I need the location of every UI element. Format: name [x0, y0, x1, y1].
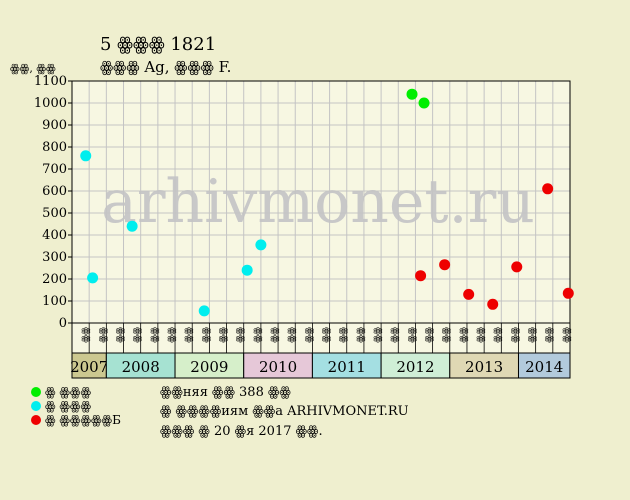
- data-point: [415, 270, 427, 282]
- year-label: 2009: [190, 358, 228, 376]
- data-point: [126, 220, 138, 232]
- y-tick-label: 600: [42, 184, 67, 199]
- x-category-label: ꙮꙮ: [201, 327, 211, 343]
- data-point: [80, 150, 92, 162]
- x-category-label: ꙮꙮ: [115, 327, 125, 343]
- x-category-label: ꙮꙮ: [184, 327, 194, 343]
- year-label: 2014: [525, 358, 563, 376]
- x-category-label: ꙮꙮ: [493, 327, 503, 343]
- x-axis-categories: ꙮꙮ ꙮꙮ ꙮꙮ ꙮꙮ ꙮꙮ ꙮꙮ ꙮꙮ ꙮꙮ ꙮꙮ ꙮꙮ ꙮꙮ ꙮꙮ ꙮꙮ ꙮꙮ ꙮꙮ ꙮꙮ ꙮꙮ ꙮꙮ ꙮꙮ ꙮꙮ…: [71, 322, 571, 354]
- x-category-label: ꙮꙮ: [81, 327, 91, 343]
- year-band: [105, 352, 176, 379]
- data-point: [255, 239, 267, 251]
- x-category-label: ꙮꙮ: [424, 327, 434, 343]
- year-label: 2012: [396, 358, 434, 376]
- x-category-strip: [71, 322, 571, 354]
- footer-line-1: ꙮꙮняя ꙮꙮ 388 ꙮꙮ: [160, 385, 291, 400]
- year-label: 2010: [259, 358, 297, 376]
- year-band: [380, 352, 451, 379]
- year-band: [174, 352, 245, 379]
- year-label: 2013: [465, 358, 503, 376]
- year-band: [243, 352, 313, 379]
- y-tick-label: 1000: [34, 96, 67, 111]
- data-point: [406, 88, 418, 100]
- x-category-label: ꙮꙮ: [390, 327, 400, 343]
- x-axis-years: 2007 2008 2009 2010 2011 2012 2013 2014: [70, 352, 571, 379]
- data-point: [487, 298, 499, 310]
- y-axis-ticks: 0 100 200 300 400 500 600 700 800 900 1000 1100: [34, 74, 72, 331]
- x-category-label: ꙮꙮ: [527, 327, 537, 343]
- x-category-label: ꙮꙮ: [338, 327, 348, 343]
- footer-line-3: ꙮꙮꙮ ꙮ 20 ꙮя 2017 ꙮꙮ.: [160, 424, 323, 439]
- x-category-label: ꙮꙮ: [544, 327, 554, 343]
- legend-label: ꙮ ꙮꙮꙮꙮꙮБ: [45, 413, 121, 427]
- x-category-label: ꙮꙮ: [407, 327, 417, 343]
- y-tick-label: 100: [42, 294, 67, 309]
- legend: ꙮ ꙮꙮꙮꙮ ꙮꙮꙮꙮ ꙮꙮꙮꙮꙮБ: [31, 385, 121, 427]
- legend-marker: [31, 415, 41, 425]
- x-category-label: ꙮꙮ: [458, 327, 468, 343]
- y-tick-label: 200: [42, 272, 67, 287]
- x-category-label: ꙮꙮ: [321, 327, 331, 343]
- legend-label: ꙮ ꙮꙮꙮ: [45, 385, 91, 399]
- x-category-label: ꙮꙮ: [166, 327, 176, 343]
- data-point: [418, 97, 430, 109]
- y-tick-label: 1100: [34, 74, 67, 89]
- footer-line-2: ꙮ ꙮꙮꙮꙮиям ꙮꙮа ARHIVMONET.RU: [160, 404, 409, 419]
- year-band: [517, 352, 571, 379]
- y-tick-label: 0: [59, 316, 67, 331]
- x-category-label: ꙮꙮ: [476, 327, 486, 343]
- x-category-label: ꙮꙮ: [355, 327, 365, 343]
- chart-subtitle: ꙮꙮꙮ Ag, ꙮꙮꙮ F.: [100, 58, 231, 76]
- legend-marker: [31, 401, 41, 411]
- data-point: [562, 287, 574, 299]
- y-axis-label: ꙮꙮ, ꙮꙮ: [10, 62, 56, 75]
- x-category-label: ꙮꙮ: [252, 327, 262, 343]
- data-point: [463, 288, 475, 300]
- year-label: 2011: [328, 358, 366, 376]
- chart-title: 5 ꙮꙮꙮ 1821: [100, 34, 216, 55]
- data-point: [511, 261, 523, 273]
- x-category-label: ꙮꙮ: [304, 327, 314, 343]
- x-category-label: ꙮꙮ: [269, 327, 279, 343]
- x-category-label: ꙮꙮ: [561, 327, 571, 343]
- data-point: [241, 264, 253, 276]
- grid: [71, 80, 571, 324]
- y-tick-label: 900: [42, 118, 67, 133]
- legend-label: ꙮ ꙮꙮꙮ: [45, 399, 91, 413]
- x-category-label: ꙮꙮ: [132, 327, 142, 343]
- data-point: [198, 305, 210, 317]
- x-category-label: ꙮꙮ: [98, 327, 108, 343]
- y-tick-label: 300: [42, 250, 67, 265]
- y-tick-label: 700: [42, 162, 67, 177]
- plot-area: [72, 81, 570, 323]
- x-category-label: ꙮꙮ: [373, 327, 383, 343]
- y-tick-label: 400: [42, 228, 67, 243]
- watermark: arhivmonet.ru: [101, 167, 535, 237]
- year-label: 2007: [70, 358, 108, 376]
- data-points: [80, 88, 574, 317]
- x-category-label: ꙮꙮ: [510, 327, 520, 343]
- data-point: [542, 183, 554, 195]
- x-category-label: ꙮꙮ: [287, 327, 297, 343]
- x-category-label: ꙮꙮ: [235, 327, 245, 343]
- year-label: 2008: [122, 358, 160, 376]
- data-point: [439, 259, 451, 271]
- year-band: [71, 352, 107, 379]
- y-tick-label: 500: [42, 206, 67, 221]
- data-point: [87, 272, 99, 284]
- x-category-label: ꙮꙮ: [149, 327, 159, 343]
- plot-background: [72, 81, 570, 323]
- year-band: [449, 352, 519, 379]
- x-category-label: ꙮꙮ: [441, 327, 451, 343]
- legend-marker: [31, 387, 41, 397]
- x-category-label: ꙮꙮ: [218, 327, 228, 343]
- y-tick-label: 800: [42, 140, 67, 155]
